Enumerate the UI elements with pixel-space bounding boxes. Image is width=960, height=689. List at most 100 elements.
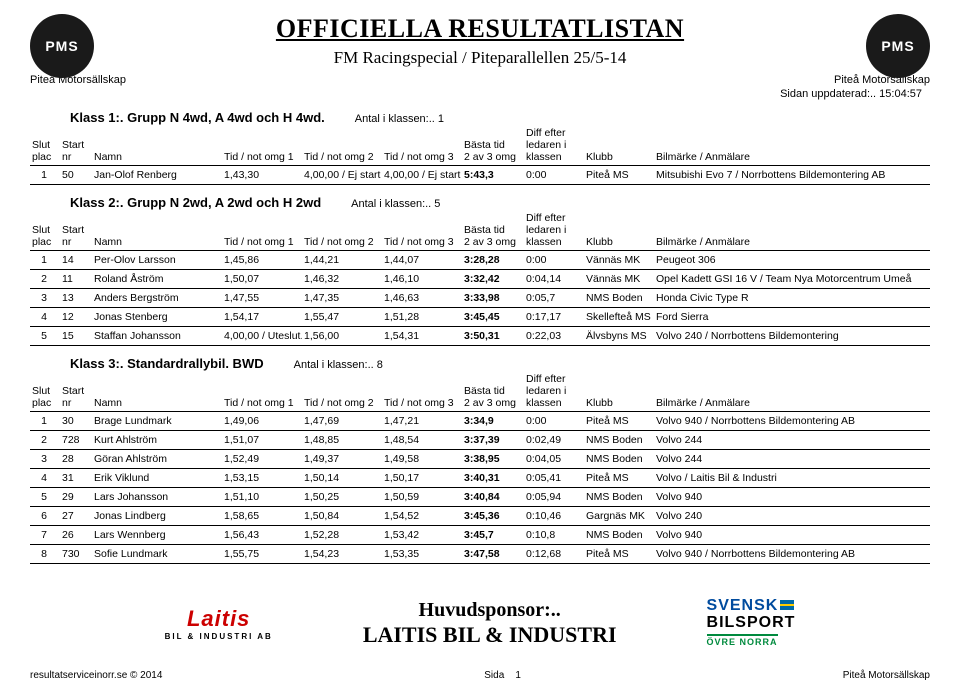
th-tid1: Tid / not omg 1 xyxy=(222,210,302,251)
cell-klubb: NMS Boden xyxy=(584,289,654,308)
cell-t3: 1,54,31 xyxy=(382,327,462,346)
cell-t3: 1,48,54 xyxy=(382,431,462,450)
cell-basta: 3:34,9 xyxy=(462,412,524,431)
cell-basta: 3:37,39 xyxy=(462,431,524,450)
cell-diff: 0:12,68 xyxy=(524,545,584,564)
th-diff: Diff efterledaren iklassen xyxy=(524,125,584,166)
cell-diff: 0:00 xyxy=(524,251,584,270)
logo-left: PMS xyxy=(30,14,94,78)
cell-t1: 1,58,65 xyxy=(222,507,302,526)
cell-namn: Kurt Ahlström xyxy=(92,431,222,450)
cell-slut: 4 xyxy=(30,308,60,327)
table-row: 2728Kurt Ahlström1,51,071,48,851,48,543:… xyxy=(30,431,930,450)
logo-left-text: PMS xyxy=(45,38,78,54)
cell-t1: 1,47,55 xyxy=(222,289,302,308)
cell-slut: 1 xyxy=(30,412,60,431)
cell-klubb: Skellefteå MS xyxy=(584,308,654,327)
cell-diff: 0:22,03 xyxy=(524,327,584,346)
cell-diff: 0:05,41 xyxy=(524,469,584,488)
cell-bil: Volvo 940 / Norrbottens Bildemontering A… xyxy=(654,412,930,431)
cell-basta: 3:38,95 xyxy=(462,450,524,469)
cell-diff: 0:04,05 xyxy=(524,450,584,469)
cell-t3: 1,49,58 xyxy=(382,450,462,469)
cell-slut: 6 xyxy=(30,507,60,526)
th-tid3: Tid / not omg 3 xyxy=(382,371,462,412)
subtitle: FM Racingspecial / Piteparallellen 25/5-… xyxy=(30,48,930,68)
cell-t2: 1,48,85 xyxy=(302,431,382,450)
table-row: 412Jonas Stenberg1,54,171,55,471,51,283:… xyxy=(30,308,930,327)
cell-start: 11 xyxy=(60,270,92,289)
cell-namn: Lars Wennberg xyxy=(92,526,222,545)
cell-klubb: Vännäs MK xyxy=(584,270,654,289)
cell-t1: 1,56,43 xyxy=(222,526,302,545)
main-title: OFFICIELLA RESULTATLISTAN xyxy=(30,14,930,44)
table-row: 431Erik Viklund1,53,151,50,141,50,173:40… xyxy=(30,469,930,488)
cell-klubb: Piteå MS xyxy=(584,545,654,564)
results-table: SlutplacStartnrNamnTid / not omg 1Tid / … xyxy=(30,125,930,185)
cell-slut: 2 xyxy=(30,431,60,450)
table-row: 130Brage Lundmark1,49,061,47,691,47,213:… xyxy=(30,412,930,431)
cell-klubb: Piteå MS xyxy=(584,166,654,185)
th-klubb: Klubb xyxy=(584,125,654,166)
klass-title: Klass 3:. Standardrallybil. BWD xyxy=(70,356,264,371)
klass-block: Klass 2:. Grupp N 2wd, A 2wd och H 2wdAn… xyxy=(30,195,930,346)
cell-klubb: Gargnäs MK xyxy=(584,507,654,526)
org-right: Piteå Motorsällskap xyxy=(834,74,930,86)
table-row: 313Anders Bergström1,47,551,47,351,46,63… xyxy=(30,289,930,308)
cell-t2: 1,44,21 xyxy=(302,251,382,270)
cell-start: 12 xyxy=(60,308,92,327)
cell-t1: 1,49,06 xyxy=(222,412,302,431)
cell-bil: Volvo 240 / Norrbottens Bildemontering xyxy=(654,327,930,346)
cell-start: 14 xyxy=(60,251,92,270)
cell-slut: 3 xyxy=(30,289,60,308)
footer-left: resultatserviceinorr.se © 2014 xyxy=(30,670,162,681)
cell-t3: 1,47,21 xyxy=(382,412,462,431)
cell-basta: 3:28,28 xyxy=(462,251,524,270)
cell-start: 13 xyxy=(60,289,92,308)
table-row: 726Lars Wennberg1,56,431,52,281,53,423:4… xyxy=(30,526,930,545)
cell-bil: Volvo 244 xyxy=(654,431,930,450)
th-klubb: Klubb xyxy=(584,210,654,251)
cell-diff: 0:00 xyxy=(524,166,584,185)
org-left: Piteå Motorsällskap xyxy=(30,74,126,86)
cell-start: 26 xyxy=(60,526,92,545)
klass-antal: Antal i klassen:.. 1 xyxy=(355,113,444,125)
th-tid3: Tid / not omg 3 xyxy=(382,210,462,251)
table-row: 8730Sofie Lundmark1,55,751,54,231,53,353… xyxy=(30,545,930,564)
th-namn: Namn xyxy=(92,210,222,251)
cell-t1: 1,43,30 xyxy=(222,166,302,185)
cell-namn: Brage Lundmark xyxy=(92,412,222,431)
cell-basta: 3:32,42 xyxy=(462,270,524,289)
cell-t2: 1,54,23 xyxy=(302,545,382,564)
laitis-small: BIL & INDUSTRI AB xyxy=(165,632,273,641)
cell-bil: Volvo 940 xyxy=(654,488,930,507)
cell-start: 31 xyxy=(60,469,92,488)
cell-klubb: Älvsbyns MS xyxy=(584,327,654,346)
th-tid2: Tid / not omg 2 xyxy=(302,371,382,412)
th-slut: Slutplac xyxy=(30,210,60,251)
cell-t2: 1,50,25 xyxy=(302,488,382,507)
cell-slut: 3 xyxy=(30,450,60,469)
cell-diff: 0:05,94 xyxy=(524,488,584,507)
cell-namn: Roland Åström xyxy=(92,270,222,289)
logo-right-text: PMS xyxy=(881,38,914,54)
table-row: 529Lars Johansson1,51,101,50,251,50,593:… xyxy=(30,488,930,507)
cell-slut: 1 xyxy=(30,166,60,185)
cell-bil: Volvo / Laitis Bil & Industri xyxy=(654,469,930,488)
klass-block: Klass 3:. Standardrallybil. BWDAntal i k… xyxy=(30,356,930,564)
cell-t1: 1,54,17 xyxy=(222,308,302,327)
cell-t2: 1,49,37 xyxy=(302,450,382,469)
cell-start: 15 xyxy=(60,327,92,346)
cell-t2: 1,46,32 xyxy=(302,270,382,289)
cell-start: 30 xyxy=(60,412,92,431)
cell-klubb: NMS Boden xyxy=(584,431,654,450)
sponsor-heading: Huvudsponsor:.. xyxy=(363,599,617,622)
cell-t2: 4,00,00 / Ej start xyxy=(302,166,382,185)
sponsor-name: LAITIS BIL & INDUSTRI xyxy=(363,622,617,648)
cell-t2: 1,56,00 xyxy=(302,327,382,346)
cell-t3: 1,46,10 xyxy=(382,270,462,289)
cell-t2: 1,50,84 xyxy=(302,507,382,526)
cell-t3: 4,00,00 / Ej start xyxy=(382,166,462,185)
cell-klubb: NMS Boden xyxy=(584,488,654,507)
laitis-logo: Laitis BIL & INDUSTRI AB xyxy=(165,606,273,641)
